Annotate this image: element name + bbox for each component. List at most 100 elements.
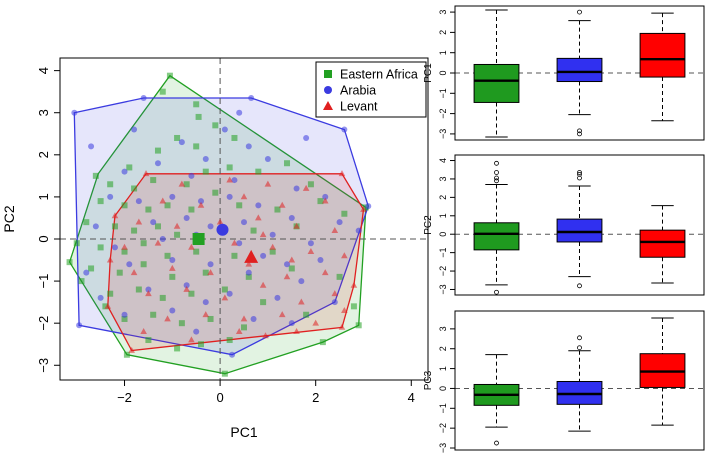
point-eastern-africa (154, 223, 161, 230)
point-arabia (221, 126, 228, 133)
legend-label-eastern-africa: Eastern Africa (340, 68, 418, 82)
y-tick-label: 0 (438, 232, 448, 237)
outlier-eastern-africa (494, 178, 499, 184)
y-tick-label: 4 (438, 158, 448, 163)
point-levant (321, 197, 329, 204)
y-tick-label: 3 (438, 176, 448, 181)
point-eastern-africa (274, 206, 281, 213)
point-levant (226, 176, 233, 183)
outlier-arabia (577, 131, 582, 137)
point-eastern-africa (83, 219, 90, 226)
pc1-boxplot-panel: −3 −2 −1 0 1 2 3 PC1 (423, 5, 705, 141)
y-tick-label: 1 (36, 193, 51, 200)
point-arabia (293, 185, 300, 192)
point-levant (255, 214, 262, 221)
point-levant (164, 315, 171, 322)
point-arabia (226, 290, 233, 297)
point-eastern-africa (231, 134, 238, 141)
point-arabia (284, 261, 291, 268)
point-eastern-africa (88, 265, 95, 272)
point-arabia (274, 294, 281, 301)
point-arabia (264, 156, 271, 163)
point-arabia (303, 134, 310, 141)
point-arabia (331, 299, 338, 306)
point-levant (154, 239, 162, 246)
point-eastern-africa (212, 122, 219, 129)
y-tick-label: −1 (438, 403, 448, 413)
point-eastern-africa (245, 273, 252, 280)
point-levant (278, 311, 286, 318)
point-eastern-africa (126, 164, 133, 171)
point-eastern-africa (111, 223, 118, 230)
point-levant (283, 273, 291, 280)
centroid-levant (244, 249, 259, 263)
point-levant (302, 184, 310, 191)
point-arabia (255, 202, 262, 209)
point-eastern-africa (193, 101, 200, 108)
point-arabia (236, 109, 243, 116)
centroid-eastern-africa (192, 232, 205, 245)
point-eastern-africa (221, 286, 228, 293)
point-eastern-africa (226, 164, 233, 171)
point-arabia (226, 193, 233, 200)
y-axis-label: PC1 (423, 63, 434, 83)
outlier-arabia (577, 170, 582, 175)
point-levant (245, 260, 253, 267)
point-arabia (88, 143, 95, 150)
point-eastern-africa (123, 351, 130, 358)
pca-scatter-panel: −2 0 2 4 −3 −2 −1 0 1 2 3 4 PC1 PC2 Eastern Africa Arab… (1, 57, 429, 440)
point-arabia (126, 261, 133, 268)
point-arabia (229, 351, 236, 358)
point-levant (278, 201, 286, 208)
point-levant (341, 252, 348, 259)
point-eastern-africa (193, 248, 200, 255)
point-eastern-africa (226, 337, 233, 344)
x-axis-label: PC1 (230, 424, 257, 440)
y-tick-label: −3 (438, 129, 448, 139)
x-tick-label: 2 (312, 390, 319, 405)
panel-frame (454, 154, 705, 296)
point-eastern-africa (350, 303, 357, 310)
point-levant (106, 256, 114, 263)
point-eastern-africa (169, 273, 176, 280)
point-arabia (355, 227, 362, 234)
point-levant (231, 239, 238, 246)
point-eastern-africa (174, 134, 181, 141)
point-arabia (365, 203, 372, 210)
point-arabia (135, 198, 142, 205)
point-levant (321, 269, 329, 276)
point-eastern-africa (145, 337, 152, 344)
point-eastern-africa (66, 259, 73, 266)
point-levant (145, 290, 152, 297)
box-levant (639, 229, 686, 258)
pc2-boxplot-panel: −3 −2 −1 0 1 2 3 4 PC2 (423, 154, 705, 296)
point-arabia (183, 214, 190, 221)
point-eastern-africa (221, 370, 228, 377)
point-levant (173, 222, 181, 229)
y-tick-label: 1 (438, 366, 448, 371)
point-levant (360, 205, 367, 212)
point-levant (169, 264, 176, 271)
point-arabia (245, 269, 252, 276)
point-arabia (207, 261, 214, 268)
point-eastern-africa (212, 189, 219, 196)
point-arabia (150, 219, 157, 226)
point-arabia (76, 322, 83, 329)
point-levant (188, 243, 195, 250)
point-levant (121, 243, 128, 250)
point-levant (130, 269, 138, 276)
outlier-eastern-africa (494, 160, 499, 166)
y-tick-label: −1 (438, 247, 448, 257)
point-levant (221, 294, 229, 301)
point-eastern-africa (140, 240, 147, 247)
point-eastern-africa (236, 202, 243, 209)
y-tick-label: 3 (36, 109, 51, 116)
y-tick-label: 0 (36, 235, 51, 242)
point-arabia (317, 257, 324, 264)
point-arabia (121, 311, 128, 318)
outlier-arabia (577, 128, 582, 134)
point-eastern-africa (78, 278, 85, 285)
outlier-arabia (577, 335, 582, 341)
point-levant (307, 248, 315, 255)
y-tick-label: 3 (438, 326, 448, 331)
